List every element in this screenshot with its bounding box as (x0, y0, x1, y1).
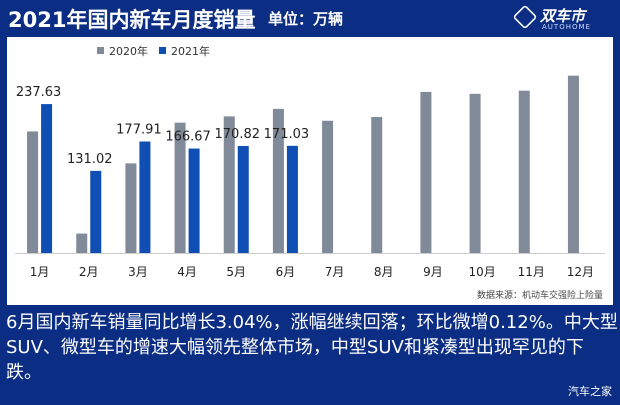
brand-logo: 双车市 AUTOHOME (512, 4, 608, 32)
x-tick-label: 12月 (567, 265, 594, 279)
bar-2021-3 (139, 141, 151, 253)
legend-label-2020: 2020年 (109, 44, 148, 58)
legend-label-2021: 2021年 (171, 44, 210, 58)
data-label-1: 237.63 (16, 85, 62, 100)
data-label-2: 131.02 (67, 152, 113, 167)
bar-2020-2 (76, 233, 88, 253)
data-label-4: 166.67 (165, 130, 211, 145)
logo-subtext: AUTOHOME (542, 23, 591, 31)
bar-2020-12 (567, 75, 579, 253)
header: 2021年国内新车月度销量 单位：万辆 双车市 AUTOHOME (0, 0, 620, 36)
bar-2020-3 (125, 163, 137, 253)
bar-2021-1 (41, 104, 53, 253)
x-tick-label: 11月 (518, 265, 545, 279)
unit-label: 单位：万辆 (268, 10, 344, 28)
legend-swatch-2020 (97, 47, 104, 54)
bar-2020-4 (174, 122, 186, 253)
x-tick-label: 7月 (325, 265, 345, 279)
data-label-3: 177.91 (116, 123, 162, 138)
x-tick-label: 1月 (30, 265, 50, 279)
watermark: 汽车之家 (568, 385, 612, 398)
bar-2020-1 (27, 131, 39, 253)
bar-2020-6 (272, 108, 284, 253)
x-tick-label: 2月 (79, 265, 99, 279)
bar-2021-6 (286, 145, 298, 253)
x-tick-label: 5月 (226, 265, 246, 279)
x-tick-label: 8月 (374, 265, 394, 279)
bar-2020-11 (518, 90, 530, 253)
bar-2020-8 (371, 117, 383, 253)
caption-text: 6月国内新车销量同比增长3.04%，涨幅继续回落；环比微增0.12%。中大型SU… (6, 312, 618, 383)
logo-icon (512, 4, 538, 30)
bar-2020-10 (469, 93, 481, 254)
chart-panel: 237.63 1月 131.02 2月 177.91 3月 166.67 4月 170.82 5月… (7, 37, 613, 305)
bar-2021-4 (188, 148, 200, 253)
bar-2021-2 (90, 170, 102, 253)
bar-chart: 237.63 1月 131.02 2月 177.91 3月 166.67 4月 170.82 5月… (15, 44, 605, 279)
x-tick-label: 3月 (128, 265, 148, 279)
page-title: 2021年国内新车月度销量 (8, 8, 256, 32)
bar-2020-5 (223, 116, 235, 254)
data-label-6: 171.03 (264, 127, 310, 142)
data-source: 数据来源：机动车交强险上险量 (476, 291, 603, 301)
x-tick-label: 6月 (276, 265, 296, 279)
data-label-5: 170.82 (215, 127, 261, 142)
legend-swatch-2021 (159, 47, 166, 54)
bar-2020-7 (322, 120, 334, 253)
x-tick-label: 9月 (423, 265, 443, 279)
bar-2021-5 (237, 145, 249, 253)
bar-2020-9 (420, 91, 432, 253)
x-tick-label: 10月 (468, 265, 495, 279)
x-tick-label: 4月 (177, 265, 197, 279)
logo-name: 双车市 (540, 7, 586, 25)
